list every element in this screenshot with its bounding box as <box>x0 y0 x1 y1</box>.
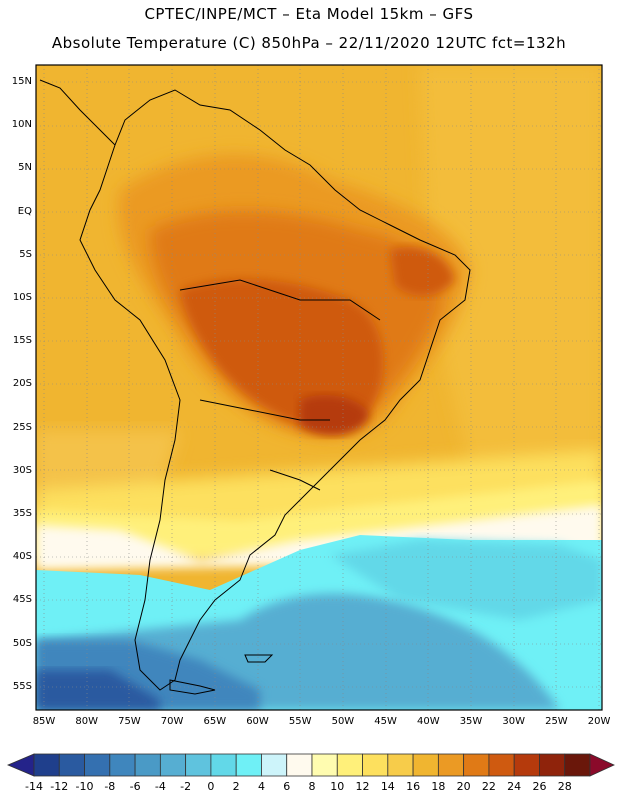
lat-label: 10S <box>12 292 32 303</box>
colorbar-label: 10 <box>330 780 345 793</box>
colorbar-swatch <box>159 753 187 777</box>
colorbar-swatch <box>412 753 439 777</box>
colorbar-swatch <box>58 753 85 777</box>
lon-label: 25W <box>545 716 568 727</box>
colorbar-swatch <box>261 753 288 777</box>
lat-label: 20S <box>12 378 32 390</box>
colorbar-swatch <box>387 753 414 777</box>
colorbar-swatch <box>84 753 111 777</box>
lat-label: 5S <box>19 248 32 260</box>
colorbar-label: -14 <box>25 780 43 793</box>
temperature-field <box>36 65 602 710</box>
colorbar-label: 24 <box>507 780 522 793</box>
northeast-hot-patch <box>390 246 455 296</box>
lon-label: 70W <box>160 716 184 727</box>
colorbar-label: -8 <box>104 780 116 793</box>
colorbar-label: -6 <box>129 780 141 793</box>
colorbar-swatch <box>362 753 389 777</box>
darkest-blue-region <box>36 670 160 710</box>
colorbar-label: 4 <box>257 780 265 793</box>
lon-label: 85W <box>32 716 56 727</box>
lat-label: 40S <box>12 551 32 563</box>
colorbar-label: 2 <box>232 780 240 793</box>
colorbar-left-arrow <box>6 753 35 777</box>
colorbar-swatch <box>235 753 262 777</box>
colorbar-swatch <box>286 753 313 777</box>
cyan-patch <box>330 540 602 620</box>
hottest-patch <box>300 395 370 436</box>
lon-label: 20W <box>587 716 611 727</box>
border-line <box>269 469 321 491</box>
very-hot-interior <box>180 279 384 429</box>
colorbar-swatch <box>488 753 515 777</box>
lat-label: 5N <box>18 162 32 174</box>
colorbar-swatch <box>33 753 60 777</box>
colorbar-swatch <box>134 753 161 777</box>
lon-label: 80W <box>75 716 98 727</box>
colorbar-swatch <box>311 753 338 777</box>
lat-label: 25S <box>12 421 32 433</box>
colorbar-label: 12 <box>355 780 370 793</box>
colorbar-right-arrow <box>589 753 615 777</box>
colorbar-label: -10 <box>75 780 94 793</box>
colorbar <box>6 753 615 777</box>
coastlines <box>39 79 471 695</box>
lat-label: 55S <box>12 680 32 692</box>
colorbar-swatch <box>437 753 465 777</box>
lon-label: 35W <box>459 716 483 727</box>
lon-label: 60W <box>246 716 269 727</box>
colorbar-swatch <box>564 753 591 777</box>
lon-label: 30W <box>502 716 525 727</box>
lon-label: 40W <box>416 716 440 727</box>
chart-subtitle: Absolute Temperature (C) 850hPa – 22/11/… <box>51 34 567 52</box>
lon-label: 45W <box>374 716 397 727</box>
colorbar-label: 28 <box>557 780 572 793</box>
colorbar-label: -12 <box>50 780 69 793</box>
lat-label: 50S <box>12 637 32 649</box>
colorbar-label: 22 <box>481 780 496 793</box>
lat-label: 30S <box>12 464 32 476</box>
lat-label: 35S <box>12 508 32 519</box>
lon-label: 75W <box>118 716 141 727</box>
colorbar-label: 0 <box>207 780 215 793</box>
border-line <box>179 279 381 321</box>
lat-label: 45S <box>12 594 32 606</box>
lat-label: 15N <box>11 76 32 87</box>
colorbar-label: 14 <box>380 780 395 793</box>
colorbar-label: 20 <box>456 780 471 793</box>
map-frame <box>35 64 603 711</box>
colorbar-swatch <box>210 753 237 777</box>
lat-label: 10N <box>11 119 32 131</box>
chart-title: CPTEC/INPE/MCT – Eta Model 15km – GFS <box>144 5 474 23</box>
colorbar-swatch <box>463 753 490 777</box>
colorbar-label: 6 <box>283 780 291 793</box>
colorbar-swatch <box>109 753 136 777</box>
lat-label: 15S <box>12 335 32 347</box>
colorbar-swatch <box>336 753 363 777</box>
colorbar-label: -2 <box>180 780 192 793</box>
colorbar-swatch <box>513 753 540 777</box>
colorbar-label: 8 <box>308 780 316 793</box>
border-line <box>199 399 330 421</box>
atlantic-band <box>420 65 602 470</box>
lon-label: 65W <box>203 716 227 727</box>
colorbar-swatch <box>539 753 566 777</box>
falkland-islands <box>244 654 274 663</box>
lon-label: 55W <box>288 716 312 727</box>
colorbar-label: 26 <box>532 780 547 793</box>
colorbar-label: 16 <box>406 780 421 793</box>
colorbar-label: 18 <box>431 780 446 793</box>
lon-label: 50W <box>331 716 355 727</box>
colorbar-swatch <box>185 753 212 777</box>
lat-label: EQ <box>17 205 32 217</box>
colorbar-label: -4 <box>154 780 166 793</box>
tierra-del-fuego <box>169 679 216 695</box>
